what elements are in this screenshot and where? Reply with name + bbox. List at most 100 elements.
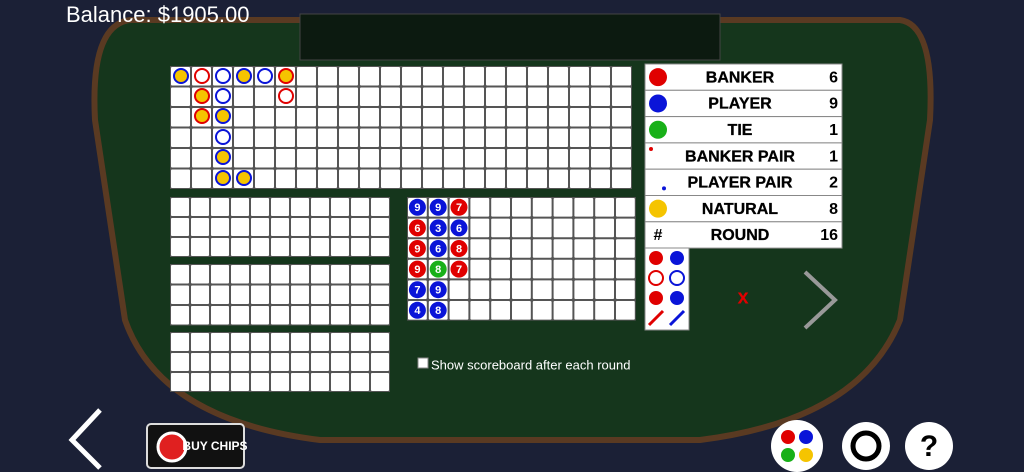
grid-cell <box>251 198 269 216</box>
grid-cell <box>191 218 209 236</box>
grid-cell <box>371 265 389 284</box>
grid-cell <box>616 280 635 299</box>
help-button[interactable]: ? <box>905 422 953 470</box>
grid-cell <box>486 169 505 188</box>
close-x[interactable]: x <box>737 286 748 308</box>
grid-cell <box>311 285 329 304</box>
grid-cell <box>271 265 289 284</box>
grid-cell <box>351 353 369 371</box>
grid-cell <box>423 87 442 106</box>
grid-cell <box>423 149 442 168</box>
bead-value: 9 <box>414 264 420 276</box>
grid-cell <box>311 373 329 391</box>
grid-cell <box>255 169 274 188</box>
grid-cell <box>351 333 369 351</box>
stat-label: TIE <box>728 122 753 139</box>
grid-cell <box>171 87 190 106</box>
grid-cell <box>465 128 484 147</box>
grid-cell <box>423 128 442 147</box>
settings-button[interactable] <box>842 422 890 470</box>
grid-cell <box>171 238 189 256</box>
grid-cell <box>591 67 610 86</box>
grid-cell <box>512 259 531 279</box>
grid-cell <box>591 169 610 188</box>
grid-cell <box>553 239 573 258</box>
grid-cell <box>549 128 568 147</box>
grid-cell <box>486 108 505 127</box>
next-arrow[interactable] <box>803 270 838 330</box>
buy-chips-button[interactable]: BUY CHIPS <box>146 423 248 469</box>
bead <box>408 198 426 216</box>
grid-cell <box>512 239 531 258</box>
grid-cell <box>470 239 490 258</box>
bead-value: 7 <box>414 285 420 297</box>
grid-cell <box>512 280 531 299</box>
grid-cell <box>271 353 289 371</box>
grid-cell <box>371 333 389 351</box>
grid-cell <box>371 198 389 216</box>
grid-cell <box>470 198 490 217</box>
grid-cell <box>616 301 635 320</box>
grid-cell <box>331 198 349 216</box>
grid-cell <box>616 239 635 258</box>
grid-cell <box>171 218 189 236</box>
grid-cell <box>371 285 389 304</box>
buy-chips-label: BUY CHIPS <box>182 439 247 453</box>
grid-cell <box>231 373 249 391</box>
grid-cell <box>255 149 274 168</box>
grid-cell <box>549 67 568 86</box>
grid-cell <box>191 306 209 325</box>
grid-bg <box>407 197 636 321</box>
grid-cell <box>570 149 589 168</box>
grid-cell <box>444 87 463 106</box>
checkbox-label[interactable]: Show scoreboard after each round <box>431 357 630 372</box>
grid-cell <box>532 259 552 279</box>
grid-cell <box>291 218 309 236</box>
bead-value: 9 <box>414 202 420 214</box>
bead-value: 6 <box>414 223 420 235</box>
grid-cell <box>291 265 309 284</box>
grid-cell <box>297 128 316 147</box>
bead <box>450 219 468 237</box>
bead <box>429 198 447 216</box>
stat-row <box>644 168 843 196</box>
grid-cell <box>595 301 614 320</box>
grid-cell <box>276 128 295 147</box>
grid-cell <box>444 67 463 86</box>
stat-count: 9 <box>829 96 838 113</box>
checkbox[interactable] <box>417 357 429 369</box>
grid-cell <box>528 149 547 168</box>
grid-cell <box>171 353 189 371</box>
grid-cell <box>251 285 269 304</box>
grid-cell <box>276 169 295 188</box>
grid-cell <box>291 353 309 371</box>
bead <box>429 219 447 237</box>
stat-icon <box>649 94 667 113</box>
grid-cell <box>231 198 249 216</box>
bead <box>408 260 426 278</box>
grid-cell <box>570 169 589 188</box>
bead-value: 8 <box>456 243 462 255</box>
grid-cell <box>549 169 568 188</box>
grid-cell <box>616 218 635 238</box>
grid-cell <box>191 285 209 304</box>
stat-count: 6 <box>829 69 838 86</box>
back-arrow[interactable] <box>68 408 102 470</box>
grid-cell <box>318 169 337 188</box>
grid-cell <box>271 333 289 351</box>
grid-cell <box>192 149 211 168</box>
grid-cell <box>570 67 589 86</box>
grid-cell <box>360 169 379 188</box>
grid-cell <box>612 67 631 86</box>
grid-cell <box>171 149 190 168</box>
grid-cell <box>444 128 463 147</box>
bead-button[interactable] <box>771 420 823 472</box>
grid-cell <box>612 128 631 147</box>
grid-cell <box>381 108 400 127</box>
bead-value: 9 <box>435 202 441 214</box>
grid-cell <box>171 285 189 304</box>
grid-cell <box>532 239 552 258</box>
grid-cell <box>171 198 189 216</box>
grid-cell <box>465 108 484 127</box>
